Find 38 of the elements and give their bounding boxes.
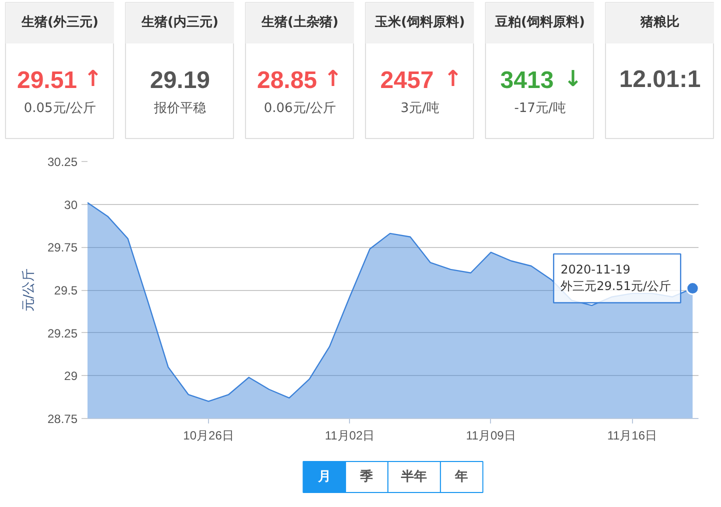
y-axis-title: 元/公斤 [21, 268, 36, 312]
text: ↑ [444, 67, 462, 92]
y-tick-label: 28.75 [47, 412, 78, 426]
text: 生猪(内三元) [140, 15, 218, 30]
text: 豆粕(饲料原料) [494, 15, 585, 30]
text: 0.05元/公斤 [24, 101, 96, 116]
text: 28.85 [256, 67, 318, 94]
text: 2457 [380, 67, 434, 94]
x-tick-label: 11月09日 [466, 428, 516, 442]
x-tick-label: 11月02日 [324, 428, 375, 442]
text: 生猪(外三元) [20, 15, 98, 30]
text: 12.01:1 [619, 66, 701, 93]
y-tick-label: 30 [64, 198, 78, 212]
text: 玉米(饲料原料) [374, 15, 465, 30]
category-label: 半年 [400, 470, 428, 484]
y-tick-label: 29.5 [54, 284, 78, 298]
text: ↑ [84, 67, 102, 92]
category-label: 月 [316, 470, 331, 484]
text: 0.06元/公斤 [264, 101, 336, 116]
text: 报价平稳 [153, 101, 206, 116]
annotation: 2020-11-19 外三元29.51元/公斤 [560, 262, 672, 293]
y-tick-label: 29.25 [47, 326, 78, 340]
text: 3元/吨 [400, 101, 440, 116]
x-tick-label: 10月26日 [183, 428, 234, 442]
text: -17元/吨 [514, 101, 566, 116]
text: 猪粮比 [640, 14, 680, 30]
text: 生猪(土杂猪) [260, 15, 338, 30]
text: ↑ [324, 67, 342, 92]
category-label: 季 [359, 468, 374, 484]
x-tick-label: 11月16日 [607, 428, 658, 442]
y-tick-label: 30.25 [47, 155, 78, 169]
text: ↓ [564, 67, 582, 92]
text: 3413 [500, 67, 554, 94]
text: 29.19 [150, 67, 210, 94]
y-tick-label: 29 [64, 369, 78, 384]
y-tick-label: 29.75 [47, 240, 78, 255]
text: 29.51 [16, 67, 78, 94]
category-label: 年 [454, 470, 468, 484]
